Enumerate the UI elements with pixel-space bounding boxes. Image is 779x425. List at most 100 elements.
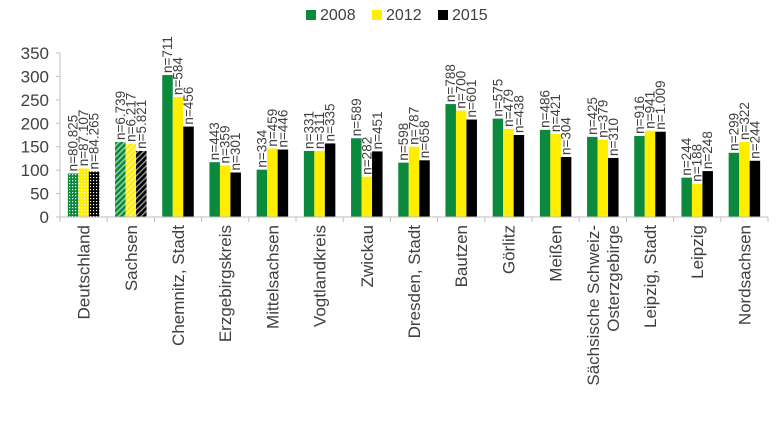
- x-tick-label: Bautzen: [452, 225, 471, 287]
- bar-2012: [644, 130, 656, 217]
- bar-2015: [702, 171, 713, 217]
- bar-2008: [728, 152, 740, 217]
- bar-2015: [324, 143, 336, 217]
- y-tick-label: 50: [30, 185, 49, 204]
- bar-2012: [361, 176, 373, 217]
- bar-data-label: n=304: [559, 117, 574, 155]
- y-tick-label: 150: [21, 138, 49, 157]
- bar-2015: [560, 157, 572, 217]
- bar-2008: [303, 150, 315, 217]
- legend-label-2012: 2012: [386, 7, 422, 24]
- bar-data-label: n=575: [490, 79, 505, 117]
- bar-2015: [183, 126, 194, 217]
- bar-2008: [351, 138, 362, 217]
- x-tick-label: Nordsachsen: [735, 225, 754, 325]
- bar-2015: [230, 172, 241, 217]
- bar-data-label: n=80.825: [66, 115, 81, 172]
- bar-data-label: n=479: [501, 89, 516, 127]
- bar-2012: [267, 148, 278, 217]
- bar-data-label: n=84.265: [87, 113, 102, 170]
- x-tick-label: Sachsen: [122, 225, 141, 291]
- bar-2015: [749, 160, 761, 217]
- legend: 2008 2012 2015: [306, 7, 488, 24]
- legend-swatch-2008: [306, 10, 316, 20]
- legend-label-2015: 2015: [452, 7, 488, 24]
- x-tick-label: Chemnitz, Stadt: [169, 225, 188, 346]
- bar-2012: [408, 146, 420, 217]
- y-tick-label: 100: [21, 161, 49, 180]
- y-tick-label: 350: [21, 44, 49, 63]
- bar-data-label: n=700: [454, 71, 469, 109]
- bar-data-label: n=244: [679, 137, 694, 175]
- bar-labels: n=80.825 n=6.739 n=711 n=443 n=334 n=331 n=589…: [66, 36, 763, 182]
- bar-2012: [550, 134, 561, 217]
- bar-data-label: n=456: [181, 87, 196, 125]
- bar-2012: [739, 142, 750, 217]
- x-tick-label: Erzgebirgskreis: [216, 225, 235, 342]
- bar-2012: [455, 110, 467, 217]
- y-axis: 0 50 100 150 200 250 300 350: [21, 44, 61, 227]
- bar-2012: [597, 139, 609, 217]
- bar-2008: [587, 136, 598, 217]
- bar-data-label: n=787: [407, 107, 422, 145]
- legend-swatch-2015: [438, 10, 448, 20]
- bar-data-label: n=6.739: [113, 91, 128, 140]
- bar-2012: [314, 150, 325, 217]
- bar-2012: [125, 143, 137, 217]
- bar-data-label: n=244: [747, 120, 762, 158]
- bar-data-label: n=334: [254, 129, 269, 167]
- x-tick-label: Vogtlandkreis: [311, 225, 330, 327]
- bar-data-label: n=310: [606, 118, 621, 156]
- y-tick-label: 300: [21, 67, 49, 86]
- bar-2015: [419, 160, 430, 217]
- bar-data-label: n=5.821: [134, 100, 149, 149]
- bar-data-label: n=282: [359, 137, 374, 175]
- bar-data-label: n=598: [396, 123, 411, 161]
- bar-data-label: n=941: [643, 91, 658, 129]
- bar-2015: [277, 149, 289, 217]
- bar-data-label: n=379: [595, 100, 610, 138]
- x-tick-label: Zwickau: [358, 225, 377, 287]
- bar-2008: [67, 173, 79, 217]
- bar-2008: [539, 129, 551, 217]
- bar-data-label: n=6.217: [123, 93, 138, 142]
- x-tick-label: Meißen: [547, 225, 566, 282]
- bar-data-label: n=359: [218, 126, 233, 164]
- bar-2015: [466, 119, 477, 217]
- bar-data-label: n=446: [275, 110, 290, 148]
- bar-data-label: n=589: [349, 98, 364, 136]
- x-tick-label: Görlitz: [499, 225, 518, 274]
- bar-data-label: n=335: [323, 104, 338, 142]
- bar-2015: [372, 151, 383, 217]
- bar-data-label: n=322: [737, 102, 752, 140]
- bar-2012: [503, 128, 514, 217]
- x-tick-label: Leipzig, Stadt: [641, 225, 660, 328]
- bar-2008: [681, 177, 692, 217]
- bar-data-label: n=299: [726, 113, 741, 151]
- bar-2008: [492, 118, 504, 217]
- bar-2015: [513, 135, 525, 217]
- x-tick-label: Dresden, Stadt: [405, 225, 424, 339]
- bar-data-label: n=188: [690, 144, 705, 182]
- bar-data-label: n=459: [265, 109, 280, 147]
- bar-2015: [136, 150, 147, 217]
- bar-data-label: n=87.107: [76, 110, 91, 167]
- bar-data-label: n=584: [171, 57, 186, 95]
- bar-2008: [162, 75, 173, 217]
- bar-2008: [398, 162, 409, 217]
- bar-2012: [172, 97, 184, 217]
- bar-2012: [78, 168, 89, 217]
- bar-data-label: n=788: [443, 64, 458, 102]
- x-tick-label: Osterzgebirge: [604, 225, 623, 332]
- x-tick-label: Sächsische Schweiz-: [584, 225, 603, 386]
- x-axis: Deutschland Sachsen Chemnitz, Stadt Erzgebi…: [59, 216, 769, 386]
- bar-data-label: n=486: [538, 90, 553, 128]
- bar-2012: [219, 165, 231, 217]
- bar-data-label: n=421: [548, 94, 563, 132]
- bar-data-label: n=443: [207, 122, 222, 160]
- bar-2008: [115, 142, 126, 217]
- bar-2015: [88, 171, 100, 217]
- legend-swatch-2012: [372, 10, 382, 20]
- bar-data-label: n=425: [585, 97, 600, 135]
